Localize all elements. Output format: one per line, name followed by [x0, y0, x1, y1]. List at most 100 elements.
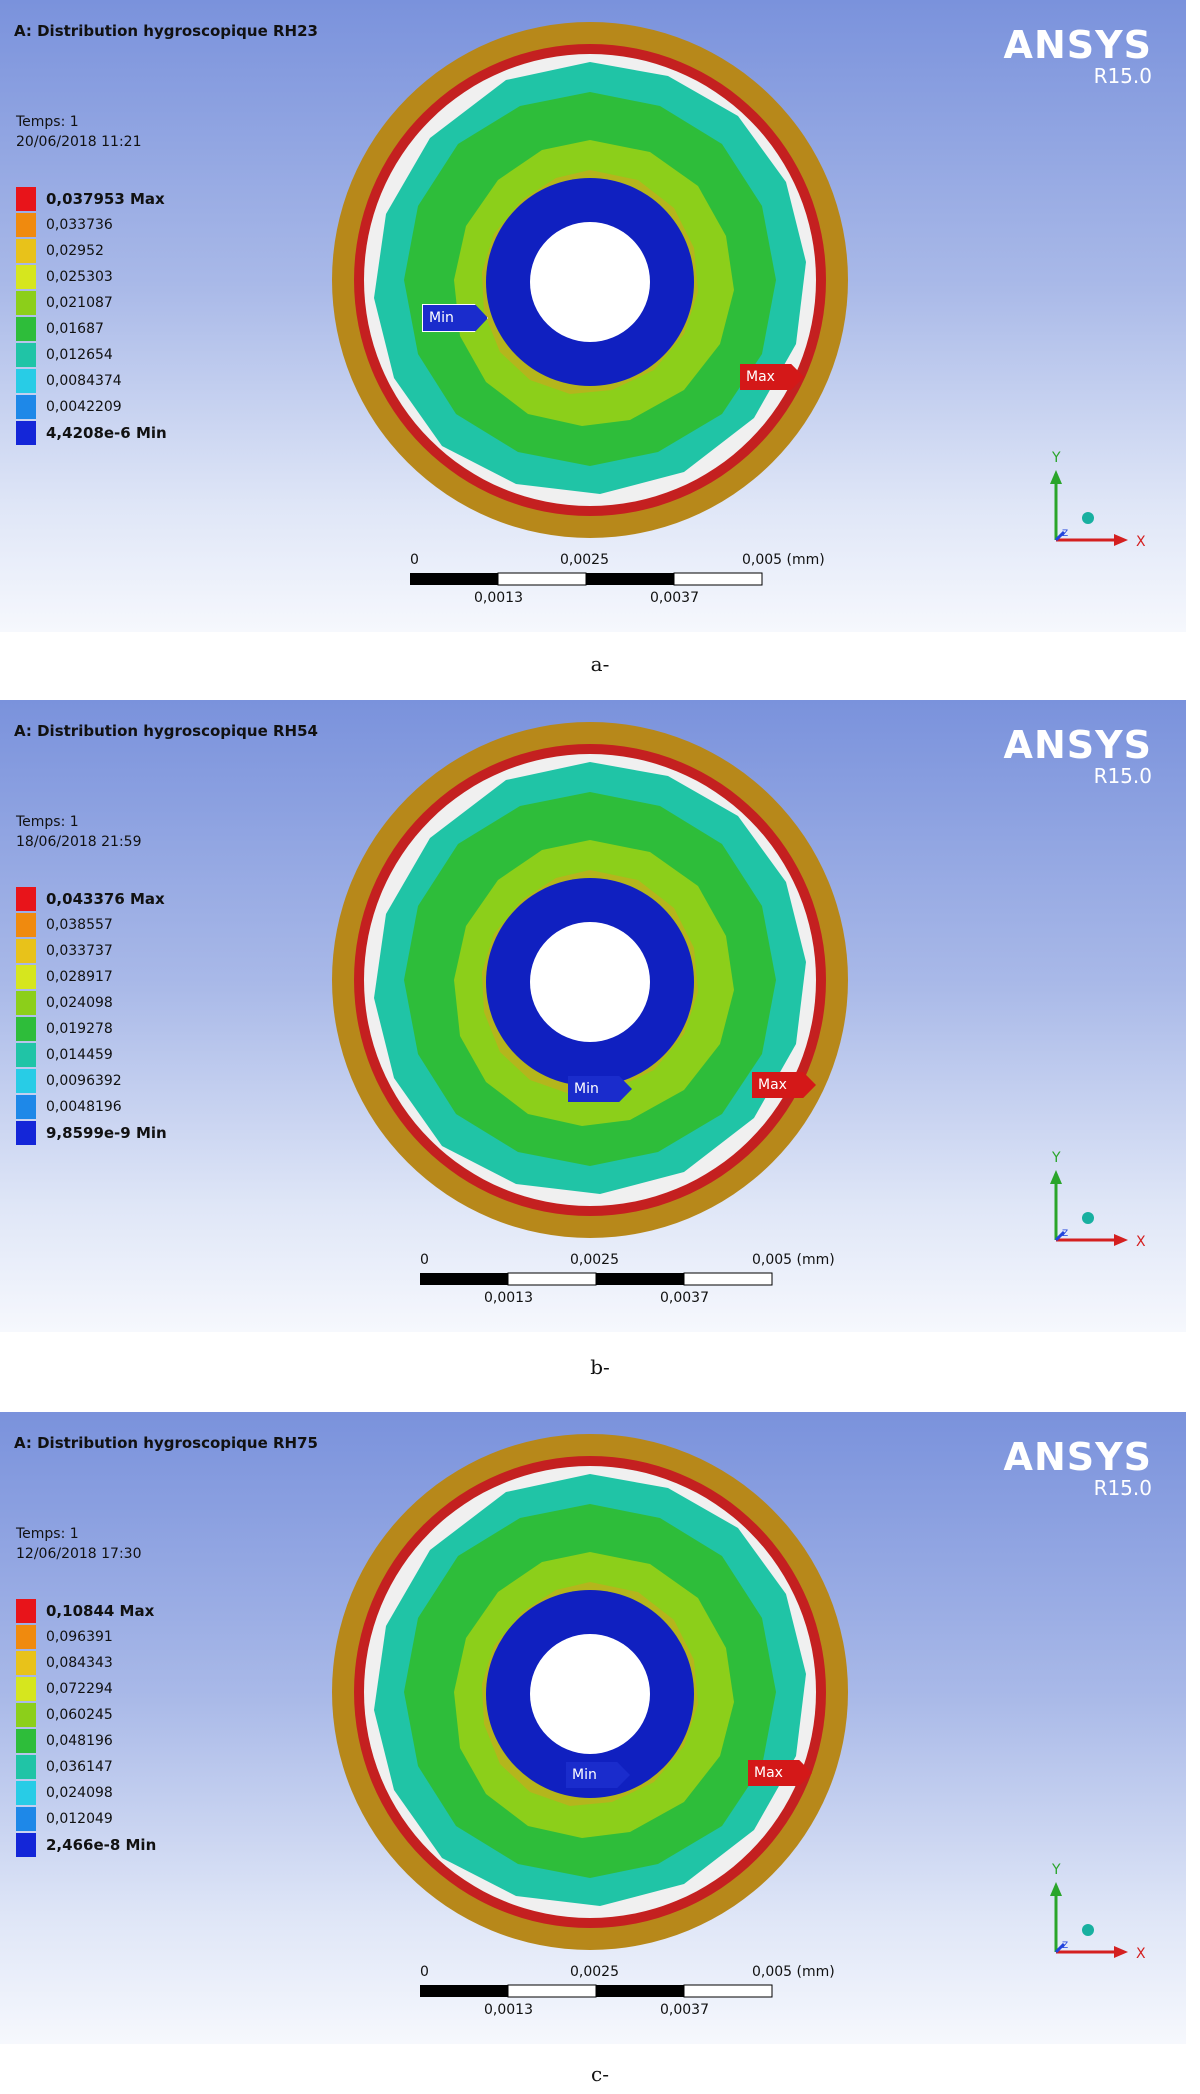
legend-row: 0,021087 [16, 290, 167, 316]
result-title: A: Distribution hygroscopique RH54 [14, 722, 318, 740]
caption-c: c- [591, 2062, 609, 2086]
legend-value: 0,033737 [46, 943, 113, 959]
legend-swatch [16, 991, 36, 1015]
legend-row: 0,048196 [16, 1728, 156, 1754]
axis-triad[interactable]: Y X Z [1036, 440, 1166, 570]
scale-label: 0,005 (mm) [752, 1252, 835, 1268]
legend-swatch [16, 1121, 36, 1145]
legend-row: 0,0096392 [16, 1068, 167, 1094]
legend-value: 4,4208e-6 Min [46, 424, 167, 442]
scale-ruler [410, 572, 763, 586]
legend-row: 0,036147 [16, 1754, 156, 1780]
legend-swatch [16, 965, 36, 989]
legend-swatch [16, 421, 36, 445]
ansys-logo: ANSYS R15.0 [1004, 26, 1152, 88]
axis-x-label: X [1136, 534, 1146, 550]
color-legend: 0,10844 Max 0,096391 0,084343 0,072294 0… [16, 1598, 156, 1858]
legend-value: 0,0048196 [46, 1099, 122, 1115]
axis-triad[interactable]: Y X Z [1036, 1140, 1166, 1270]
legend-swatch [16, 1703, 36, 1727]
legend-row: 0,025303 [16, 264, 167, 290]
date-label: 20/06/2018 11:21 [16, 134, 142, 150]
legend-value: 0,060245 [46, 1707, 113, 1723]
scale-label: 0,0025 [570, 1964, 619, 1980]
scale-bar: 0 0,0025 0,005 (mm) 0,0013 0,0037 [410, 552, 825, 622]
scale-bar: 0 0,0025 0,005 (mm) 0,0013 0,0037 [410, 1252, 835, 1322]
legend-value: 0,024098 [46, 995, 113, 1011]
min-marker: Min [566, 1762, 630, 1788]
legend-swatch [16, 291, 36, 315]
legend-swatch [16, 939, 36, 963]
axis-x-label: X [1136, 1946, 1146, 1962]
scale-label: 0,0013 [474, 590, 523, 606]
legend-value: 0,0084374 [46, 373, 122, 389]
legend-row: 0,012049 [16, 1806, 156, 1832]
axis-z-label: Z [1062, 529, 1068, 539]
axis-z-label: Z [1062, 1941, 1068, 1951]
scale-label: 0,0037 [660, 1290, 709, 1306]
contour-model[interactable] [320, 710, 860, 1250]
legend-row: 0,033737 [16, 938, 167, 964]
axis-y-label: Y [1051, 1150, 1061, 1166]
scale-ruler [420, 1272, 773, 1286]
legend-value: 0,038557 [46, 917, 113, 933]
scale-label: 0,005 (mm) [752, 1964, 835, 1980]
legend-row: 0,10844 Max [16, 1598, 156, 1624]
scale-label: 0,0013 [484, 2002, 533, 2018]
contour-model[interactable] [320, 10, 860, 550]
brand-version: R15.0 [1093, 64, 1152, 88]
min-label: Min [429, 310, 454, 326]
legend-row: 0,028917 [16, 964, 167, 990]
color-legend: 0,037953 Max 0,033736 0,02952 0,025303 0… [16, 186, 167, 446]
legend-row: 0,0042209 [16, 394, 167, 420]
legend-row: 2,466e-8 Min [16, 1832, 156, 1858]
caption-a: a- [590, 652, 610, 676]
time-label: Temps: 1 [16, 814, 79, 830]
legend-swatch [16, 1017, 36, 1041]
min-marker: Min [568, 1076, 632, 1102]
legend-value: 0,01687 [46, 321, 104, 337]
legend-value: 0,0042209 [46, 399, 122, 415]
legend-swatch [16, 1043, 36, 1067]
legend-value: 0,0096392 [46, 1073, 122, 1089]
scale-ruler [420, 1984, 773, 1998]
legend-value: 0,072294 [46, 1681, 113, 1697]
legend-swatch [16, 1599, 36, 1623]
max-label: Max [746, 369, 775, 385]
legend-value: 0,02952 [46, 243, 104, 259]
scale-label: 0,0013 [484, 1290, 533, 1306]
legend-value: 0,037953 Max [46, 190, 165, 208]
ansys-logo: ANSYS R15.0 [1004, 726, 1152, 788]
legend-row: 0,024098 [16, 1780, 156, 1806]
legend-swatch [16, 187, 36, 211]
scale-label: 0,0037 [660, 2002, 709, 2018]
legend-row: 0,02952 [16, 238, 167, 264]
min-label: Min [572, 1767, 597, 1783]
legend-value: 0,024098 [46, 1785, 113, 1801]
time-label: Temps: 1 [16, 1526, 79, 1542]
axis-triad[interactable]: Y X Z [1036, 1852, 1166, 1982]
brand-name: ANSYS [1003, 1435, 1152, 1479]
legend-row: 0,038557 [16, 912, 167, 938]
scale-label: 0 [420, 1252, 429, 1268]
legend-row: 0,0048196 [16, 1094, 167, 1120]
result-title: A: Distribution hygroscopique RH23 [14, 22, 318, 40]
legend-swatch [16, 1755, 36, 1779]
legend-value: 0,048196 [46, 1733, 113, 1749]
legend-swatch [16, 1729, 36, 1753]
color-legend: 0,043376 Max 0,038557 0,033737 0,028917 … [16, 886, 167, 1146]
contour-model[interactable] [320, 1422, 860, 1962]
max-marker: Max [752, 1072, 816, 1098]
legend-row: 0,060245 [16, 1702, 156, 1728]
legend-row: 0,033736 [16, 212, 167, 238]
min-label: Min [574, 1081, 599, 1097]
date-label: 18/06/2018 21:59 [16, 834, 142, 850]
brand-name: ANSYS [1003, 723, 1152, 767]
legend-value: 0,021087 [46, 295, 113, 311]
legend-value: 0,096391 [46, 1629, 113, 1645]
legend-value: 0,014459 [46, 1047, 113, 1063]
legend-row: 0,024098 [16, 990, 167, 1016]
min-marker: Min [422, 304, 488, 332]
legend-swatch [16, 369, 36, 393]
max-label: Max [754, 1765, 783, 1781]
